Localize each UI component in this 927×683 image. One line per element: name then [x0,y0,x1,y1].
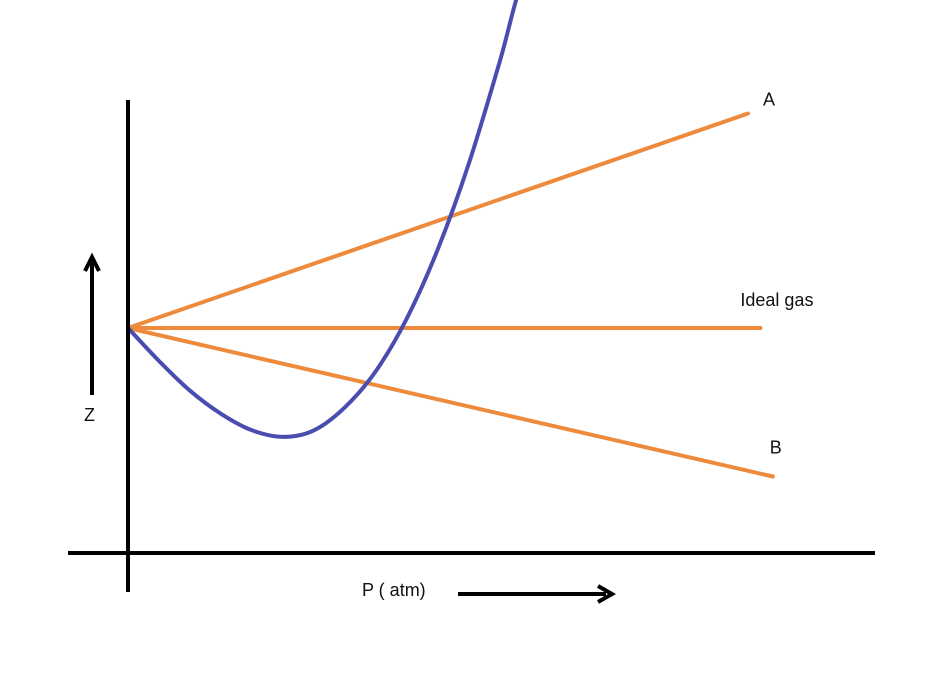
z-direction-arrow [83,252,101,395]
series-ideal-gas-label: Ideal gas [740,290,813,310]
series-c-line [126,0,519,439]
series-b-line [126,326,775,479]
x-axis-label: P ( atm) [362,580,426,600]
series-b-label: B [770,438,782,458]
series-a-label: A [763,90,775,110]
series-a-line [126,111,750,330]
p-direction-arrow [458,584,617,604]
y-axis-label: Z [84,405,95,425]
